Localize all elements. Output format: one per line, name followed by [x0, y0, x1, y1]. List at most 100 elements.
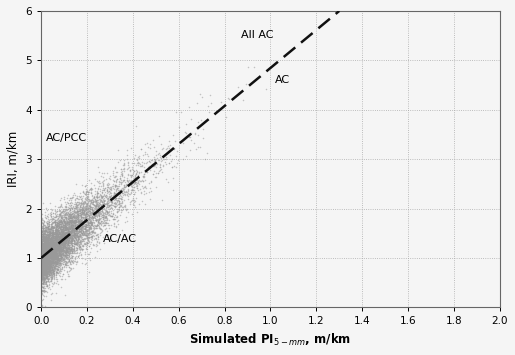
Point — [43, 253, 51, 258]
Point — [54, 240, 62, 245]
Point — [40, 255, 48, 260]
Point — [38, 248, 46, 254]
Point — [63, 250, 72, 255]
Point — [82, 227, 91, 233]
Point — [115, 206, 124, 212]
Point — [58, 220, 66, 225]
Point — [81, 219, 90, 225]
Point — [125, 165, 133, 170]
Point — [57, 228, 65, 234]
Point — [77, 230, 85, 235]
Point — [82, 227, 90, 233]
Point — [37, 261, 45, 267]
Point — [58, 219, 66, 225]
Point — [48, 229, 56, 235]
Point — [53, 254, 61, 260]
Point — [60, 233, 68, 239]
Point — [86, 224, 94, 230]
Point — [45, 245, 54, 251]
Point — [117, 196, 125, 202]
Point — [54, 239, 62, 245]
Point — [39, 234, 47, 240]
Point — [89, 201, 97, 207]
Point — [41, 246, 49, 251]
Point — [85, 220, 93, 226]
Point — [106, 184, 114, 190]
Point — [38, 258, 46, 263]
Point — [47, 278, 55, 284]
Point — [44, 237, 53, 243]
Point — [71, 234, 79, 239]
Point — [54, 244, 62, 250]
Point — [60, 242, 68, 247]
Point — [45, 272, 53, 277]
Point — [38, 275, 46, 280]
Point — [49, 253, 57, 258]
Point — [62, 249, 71, 255]
Point — [41, 257, 49, 262]
Point — [74, 230, 82, 235]
Point — [68, 238, 76, 244]
Point — [39, 253, 47, 259]
Point — [39, 245, 47, 251]
Point — [45, 244, 53, 250]
Point — [51, 255, 59, 261]
Point — [60, 260, 68, 265]
Point — [78, 207, 86, 212]
Point — [61, 227, 70, 233]
Point — [51, 259, 59, 264]
Point — [48, 232, 57, 237]
Point — [82, 233, 90, 238]
Point — [94, 231, 102, 237]
Point — [43, 248, 52, 253]
Point — [38, 249, 46, 255]
Point — [84, 219, 92, 224]
Point — [68, 236, 77, 241]
Point — [40, 262, 48, 268]
Point — [78, 238, 86, 244]
Point — [72, 242, 80, 247]
Point — [38, 265, 46, 271]
Point — [56, 240, 64, 246]
Point — [115, 202, 124, 208]
Point — [96, 225, 104, 231]
Point — [46, 255, 54, 261]
Point — [65, 245, 73, 251]
Point — [148, 171, 157, 177]
Point — [85, 241, 94, 246]
Point — [48, 240, 57, 246]
Point — [44, 242, 52, 247]
Point — [42, 228, 50, 234]
Point — [63, 235, 71, 240]
Point — [55, 225, 63, 230]
Point — [41, 239, 49, 244]
Point — [43, 239, 51, 244]
Point — [42, 241, 50, 246]
Point — [62, 258, 70, 263]
Point — [139, 173, 147, 179]
Point — [105, 186, 113, 191]
Point — [38, 263, 46, 268]
Point — [39, 285, 47, 291]
Point — [39, 269, 47, 275]
Point — [81, 224, 89, 229]
Point — [45, 246, 54, 252]
Point — [65, 226, 73, 231]
Point — [39, 237, 47, 243]
Point — [66, 249, 75, 255]
Point — [47, 221, 55, 227]
Point — [46, 264, 54, 270]
Point — [58, 235, 66, 241]
Point — [41, 227, 49, 233]
Point — [53, 238, 61, 244]
Point — [44, 273, 53, 279]
Point — [49, 216, 57, 222]
Point — [83, 231, 92, 237]
Point — [47, 254, 55, 260]
Point — [51, 266, 59, 272]
Point — [41, 275, 49, 281]
Point — [104, 220, 112, 226]
Point — [56, 241, 64, 247]
Point — [40, 254, 48, 260]
Point — [44, 211, 52, 217]
